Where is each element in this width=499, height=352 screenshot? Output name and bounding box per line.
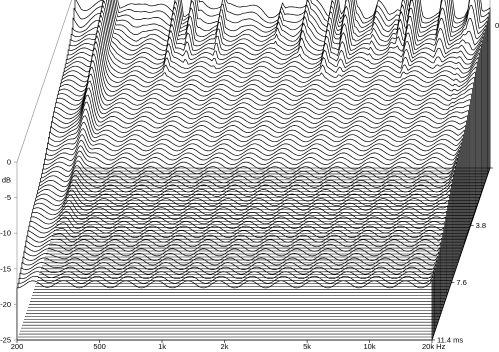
- decay-slice: [16, 279, 433, 341]
- level-tick-label: -5: [4, 193, 11, 202]
- freq-tick-label: 2k: [221, 342, 229, 351]
- freq-tick-label: 10k: [363, 342, 375, 351]
- frequency-axis: 200 500 1k 2k 5k 10k 20k Hz: [11, 340, 446, 351]
- level-unit-label: dB: [2, 175, 11, 184]
- level-axis: 0 -5 -10 -15 -20 -25 dB: [0, 158, 17, 345]
- level-tick-label: -10: [0, 229, 11, 238]
- level-tick-label: -15: [0, 264, 11, 273]
- time-tick-label: 3.8: [476, 221, 486, 230]
- noise-floor-plane: [17, 167, 490, 341]
- freq-tick-label: 5k: [303, 342, 311, 351]
- level-tick-label: -20: [0, 300, 11, 309]
- time-tick-label: 0.: [495, 21, 499, 30]
- level-tick-label: -25: [0, 336, 11, 345]
- freq-tick-label: 200: [11, 342, 24, 351]
- freq-tick-label: 20k Hz: [422, 342, 446, 351]
- freq-tick-label: 500: [93, 342, 106, 351]
- level-tick-label: 0: [7, 158, 11, 167]
- time-tick-label: 11.4 ms: [437, 336, 463, 345]
- time-tick-label: 7.6: [456, 278, 466, 287]
- freq-tick-label: 1k: [158, 342, 166, 351]
- time-axis: 0. 3.8 7.6 11.4 ms: [432, 21, 499, 345]
- decay-slices: [16, 0, 491, 341]
- axis-line-time-top: [16, 0, 72, 163]
